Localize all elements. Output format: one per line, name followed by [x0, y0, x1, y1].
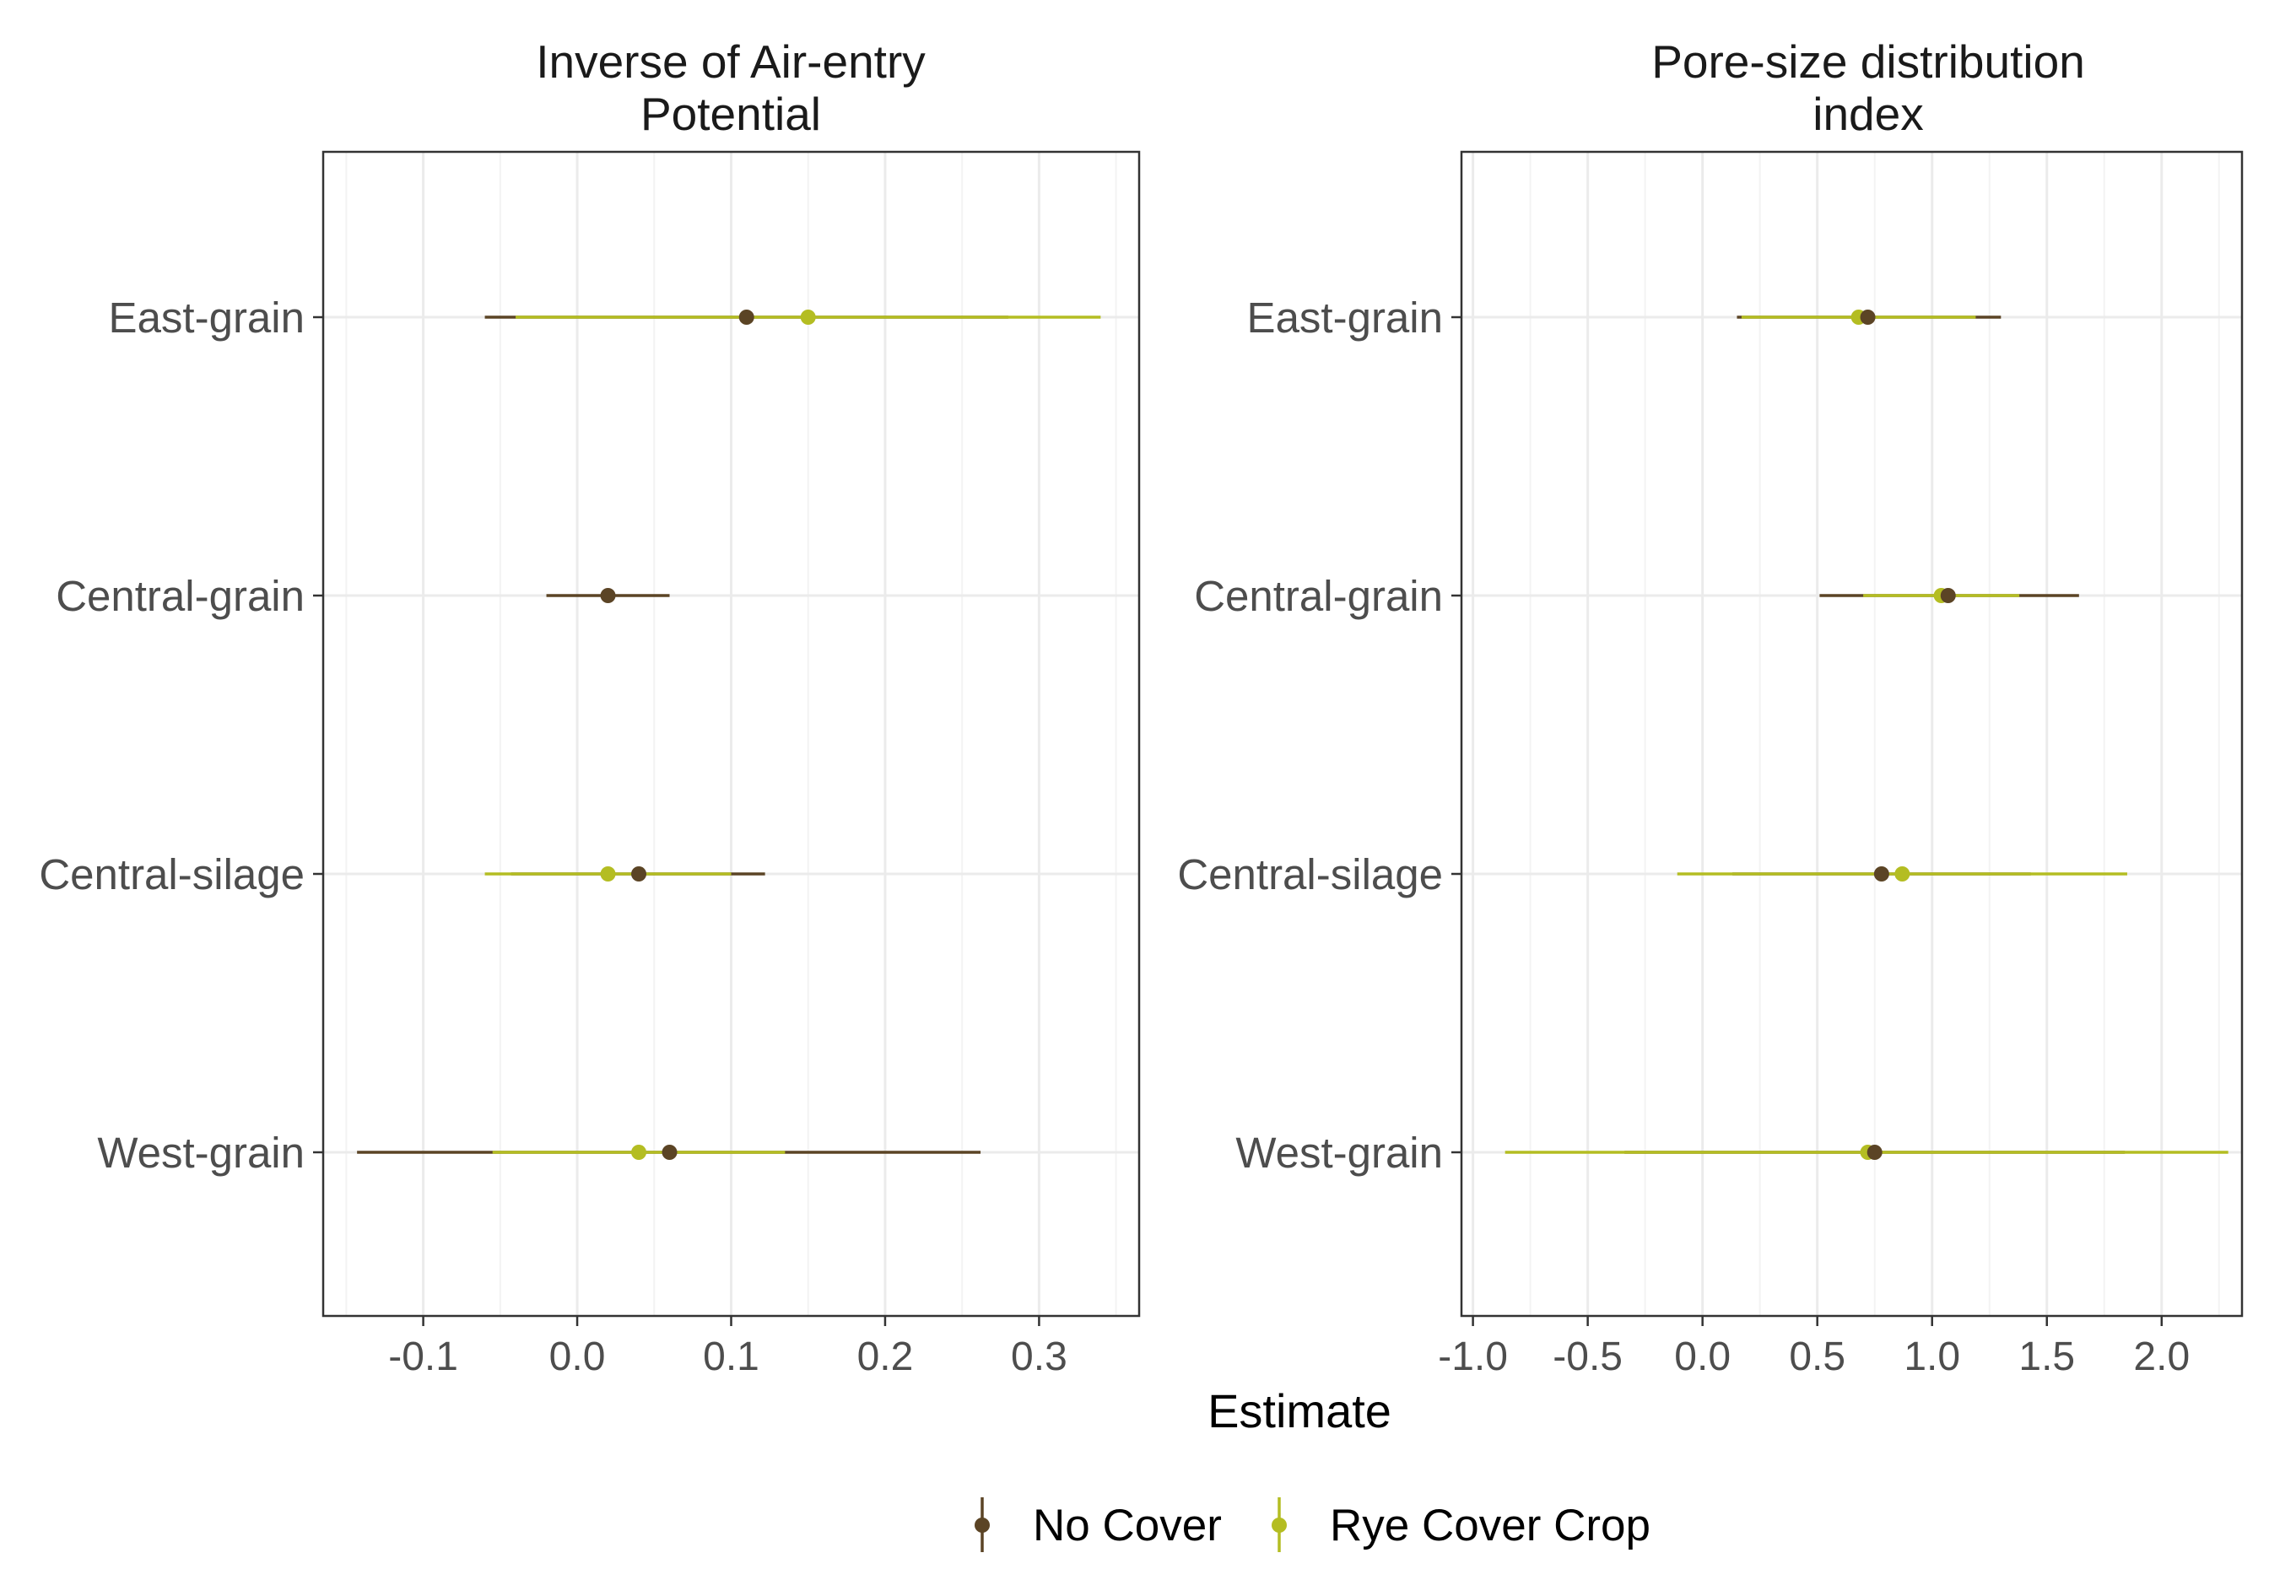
- x-tick-label: 0.5: [1789, 1334, 1845, 1379]
- legend: No Cover Rye Cover Crop: [975, 1497, 1650, 1552]
- y-tick-label-east-grain: East-grain: [109, 294, 305, 342]
- no-cover-point-central-grain: [1940, 588, 1956, 603]
- legend-label: Rye Cover Crop: [1330, 1501, 1650, 1550]
- y-tick-label-west-grain: West-grain: [97, 1129, 305, 1177]
- x-tick-label: -1.0: [1438, 1334, 1508, 1379]
- panel-border: [1460, 150, 2244, 1318]
- legend-key-point: [1272, 1518, 1287, 1533]
- x-tick-label: 1.0: [1904, 1334, 1960, 1379]
- y-tick-label-central-silage: Central-silage: [39, 850, 305, 898]
- panel-1: Inverse of Air-entry Potential East-grain C…: [39, 35, 1141, 1379]
- x-tick-label: 0.0: [549, 1334, 606, 1379]
- rye-cover-crop-point-central-silage: [600, 866, 616, 882]
- x-tick-label: 2.0: [2133, 1334, 2190, 1379]
- no-cover-point-west-grain: [1867, 1145, 1883, 1160]
- y-tick-label-central-grain: Central-grain: [1194, 572, 1443, 620]
- x-tick-label: 0.0: [1674, 1334, 1731, 1379]
- x-tick-label: -0.5: [1553, 1334, 1623, 1379]
- x-tick-label: -0.1: [388, 1334, 458, 1379]
- legend-key-point: [975, 1518, 990, 1533]
- panel-title: Pore-size distribution index: [1651, 35, 2085, 140]
- y-tick-label-central-grain: Central-grain: [56, 572, 305, 620]
- x-tick-label: 0.1: [703, 1334, 759, 1379]
- rye-cover-crop-point-west-grain: [631, 1145, 647, 1160]
- no-cover-point-central-silage: [1873, 866, 1889, 882]
- x-tick-label: 0.3: [1011, 1334, 1067, 1379]
- legend-label: No Cover: [1033, 1501, 1222, 1550]
- no-cover-point-central-silage: [631, 866, 647, 882]
- no-cover-point-east-grain: [738, 310, 754, 325]
- x-tick-label: 1.5: [2018, 1334, 2075, 1379]
- panels: Inverse of Air-entry Potential East-grain C…: [39, 35, 2244, 1379]
- no-cover-point-east-grain: [1860, 310, 1876, 325]
- y-tick-label-central-silage: Central-silage: [1177, 850, 1443, 898]
- rye-cover-crop-point-central-silage: [1894, 866, 1910, 882]
- y-tick-label-east-grain: East-grain: [1247, 294, 1443, 342]
- panel-2: Pore-size distribution index East-grain Cen…: [1177, 35, 2244, 1379]
- rye-cover-crop-point-east-grain: [800, 310, 816, 325]
- no-cover-point-west-grain: [662, 1145, 678, 1160]
- legend-item-no-cover: No Cover: [975, 1497, 1222, 1552]
- legend-item-rye-cover-crop: Rye Cover Crop: [1272, 1497, 1650, 1552]
- panel-title: Inverse of Air-entry Potential: [536, 35, 926, 140]
- y-tick-label-west-grain: West-grain: [1235, 1129, 1443, 1177]
- no-cover-point-central-grain: [600, 588, 616, 603]
- x-tick-label: 0.2: [857, 1334, 914, 1379]
- x-axis-title: Estimate: [1207, 1384, 1391, 1437]
